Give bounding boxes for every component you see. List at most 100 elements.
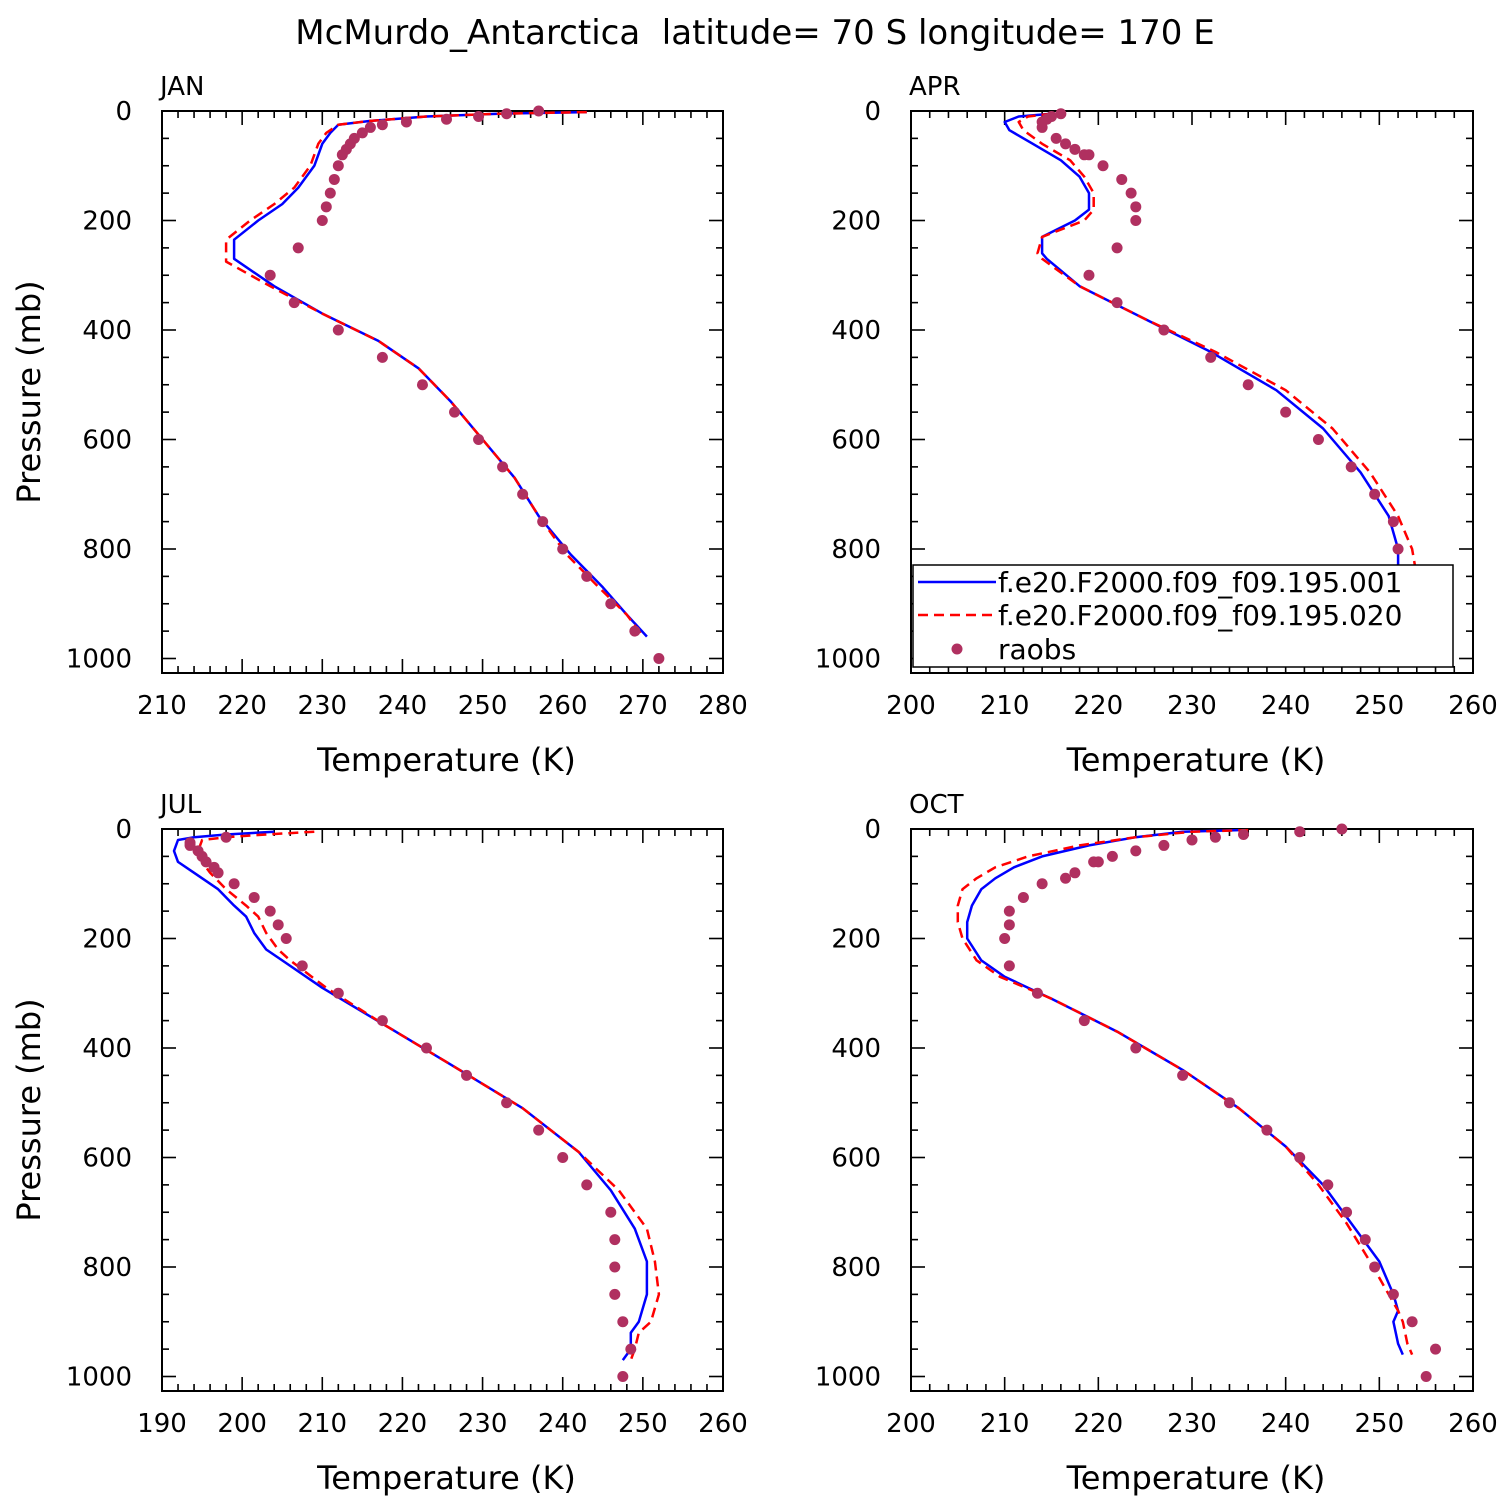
- raobs-point: [332, 324, 344, 336]
- raobs-point: [272, 919, 284, 931]
- raobs-point: [264, 269, 276, 281]
- raobs-point: [1345, 461, 1357, 473]
- raobs-point: [332, 160, 344, 172]
- raobs-point: [364, 121, 376, 133]
- raobs-point: [1130, 1042, 1142, 1054]
- series-line-001: [172, 830, 649, 1361]
- series-group: [172, 830, 661, 1382]
- x-axis-label: Temperature (K): [316, 741, 576, 779]
- raobs-point: [1280, 406, 1292, 418]
- y-tick-label: 200: [831, 207, 881, 237]
- raobs-point: [1294, 826, 1306, 838]
- raobs-point: [1209, 831, 1221, 843]
- x-tick-label: 200: [217, 1409, 267, 1439]
- x-tick-label: 220: [378, 1409, 428, 1439]
- raobs-point: [200, 856, 212, 868]
- raobs-point: [400, 116, 412, 128]
- series-group: [224, 105, 665, 664]
- x-tick-label: 200: [886, 691, 936, 721]
- y-tick-label: 600: [831, 1144, 881, 1174]
- raobs-point: [1060, 872, 1072, 884]
- raobs-point: [517, 488, 529, 500]
- x-tick-label: 230: [1167, 1409, 1217, 1439]
- y-tick-label: 400: [831, 316, 881, 346]
- raobs-point: [1336, 823, 1348, 835]
- raobs-point: [1106, 850, 1118, 862]
- raobs-point: [212, 867, 224, 879]
- series-group: [1003, 108, 1446, 664]
- y-tick-label: 400: [831, 1034, 881, 1064]
- y-tick-label: 800: [82, 535, 132, 565]
- raobs-point: [1223, 1097, 1235, 1109]
- panel-label-jan: JAN: [158, 72, 204, 102]
- x-tick-label: 240: [538, 1409, 588, 1439]
- raobs-point: [617, 1316, 629, 1328]
- raobs-point: [581, 570, 593, 582]
- y-axis-label: Pressure (mb): [10, 280, 48, 503]
- y-tick-label: 800: [831, 535, 881, 565]
- raobs-point: [1083, 149, 1095, 161]
- raobs-point: [999, 933, 1011, 944]
- panel-label-oct: OCT: [909, 790, 964, 820]
- raobs-point: [581, 1179, 593, 1191]
- raobs-point: [1031, 987, 1043, 999]
- panel-jan: JAN 210 220 230 240 250 260 270 280 0 200 400 600 800…: [10, 72, 748, 779]
- series-group: [956, 823, 1442, 1382]
- x-tick-label: 230: [1167, 691, 1217, 721]
- raobs-point: [1003, 905, 1015, 917]
- figure-title: McMurdo_Antarctica latitude= 70 S longit…: [295, 13, 1214, 53]
- raobs-point: [332, 987, 344, 999]
- raobs-point: [1083, 269, 1095, 281]
- x-tick-label: 250: [458, 691, 508, 721]
- raobs-point: [557, 1152, 569, 1163]
- x-tick-label: 260: [538, 691, 588, 721]
- y-tick-label: 400: [82, 316, 132, 346]
- legend: f.e20.F2000.f09_f09.195.001 f.e20.F2000.…: [912, 564, 1454, 668]
- series-line-001: [965, 828, 1404, 1356]
- raobs-point: [1387, 1288, 1399, 1300]
- raobs-point: [1392, 543, 1404, 555]
- raobs-point: [376, 1015, 388, 1027]
- x-tick-label: 250: [1355, 1409, 1405, 1439]
- raobs-point: [497, 461, 509, 473]
- legend-label-series-001: f.e20.F2000.f09_f09.195.001: [998, 566, 1402, 599]
- raobs-point: [1312, 434, 1324, 445]
- raobs-point: [1158, 324, 1170, 336]
- y-tick-label: 800: [831, 1253, 881, 1283]
- y-tick-label: 1000: [815, 645, 881, 675]
- raobs-point: [557, 543, 569, 555]
- panel-jul: JUL 190 200 210 220 230 240 250 260 0 200 400 600 800…: [10, 790, 748, 1497]
- raobs-point: [533, 105, 545, 117]
- plot-frame-jul: [161, 828, 724, 1392]
- raobs-point: [1116, 173, 1128, 185]
- raobs-point: [1036, 878, 1048, 890]
- raobs-point: [1003, 960, 1015, 972]
- raobs-point: [441, 113, 453, 125]
- raobs-point: [609, 1288, 621, 1300]
- raobs-point: [1078, 1015, 1090, 1027]
- x-tick-label: 220: [217, 691, 267, 721]
- x-tick-label: 240: [1261, 691, 1311, 721]
- y-tick-label: 1000: [66, 645, 132, 675]
- raobs-point: [376, 119, 388, 131]
- raobs-point: [1205, 351, 1217, 363]
- raobs-point: [416, 379, 428, 391]
- series-line-020: [956, 828, 1414, 1356]
- raobs-point: [1069, 143, 1081, 155]
- y-tick-label: 600: [831, 426, 881, 456]
- raobs-point: [1359, 1234, 1371, 1246]
- x-tick-label: 210: [297, 1409, 347, 1439]
- x-tick-label: 240: [1261, 1409, 1311, 1439]
- raobs-point: [1017, 891, 1029, 903]
- x-tick-label: 220: [1074, 1409, 1124, 1439]
- y-tick-label: 200: [82, 207, 132, 237]
- raobs-point: [296, 960, 308, 972]
- y-tick-label: 0: [864, 815, 881, 845]
- raobs-point: [1341, 1206, 1353, 1218]
- raobs-point: [629, 625, 641, 637]
- raobs-point: [653, 653, 665, 664]
- raobs-point: [280, 933, 292, 944]
- y-tick-label: 400: [82, 1034, 132, 1064]
